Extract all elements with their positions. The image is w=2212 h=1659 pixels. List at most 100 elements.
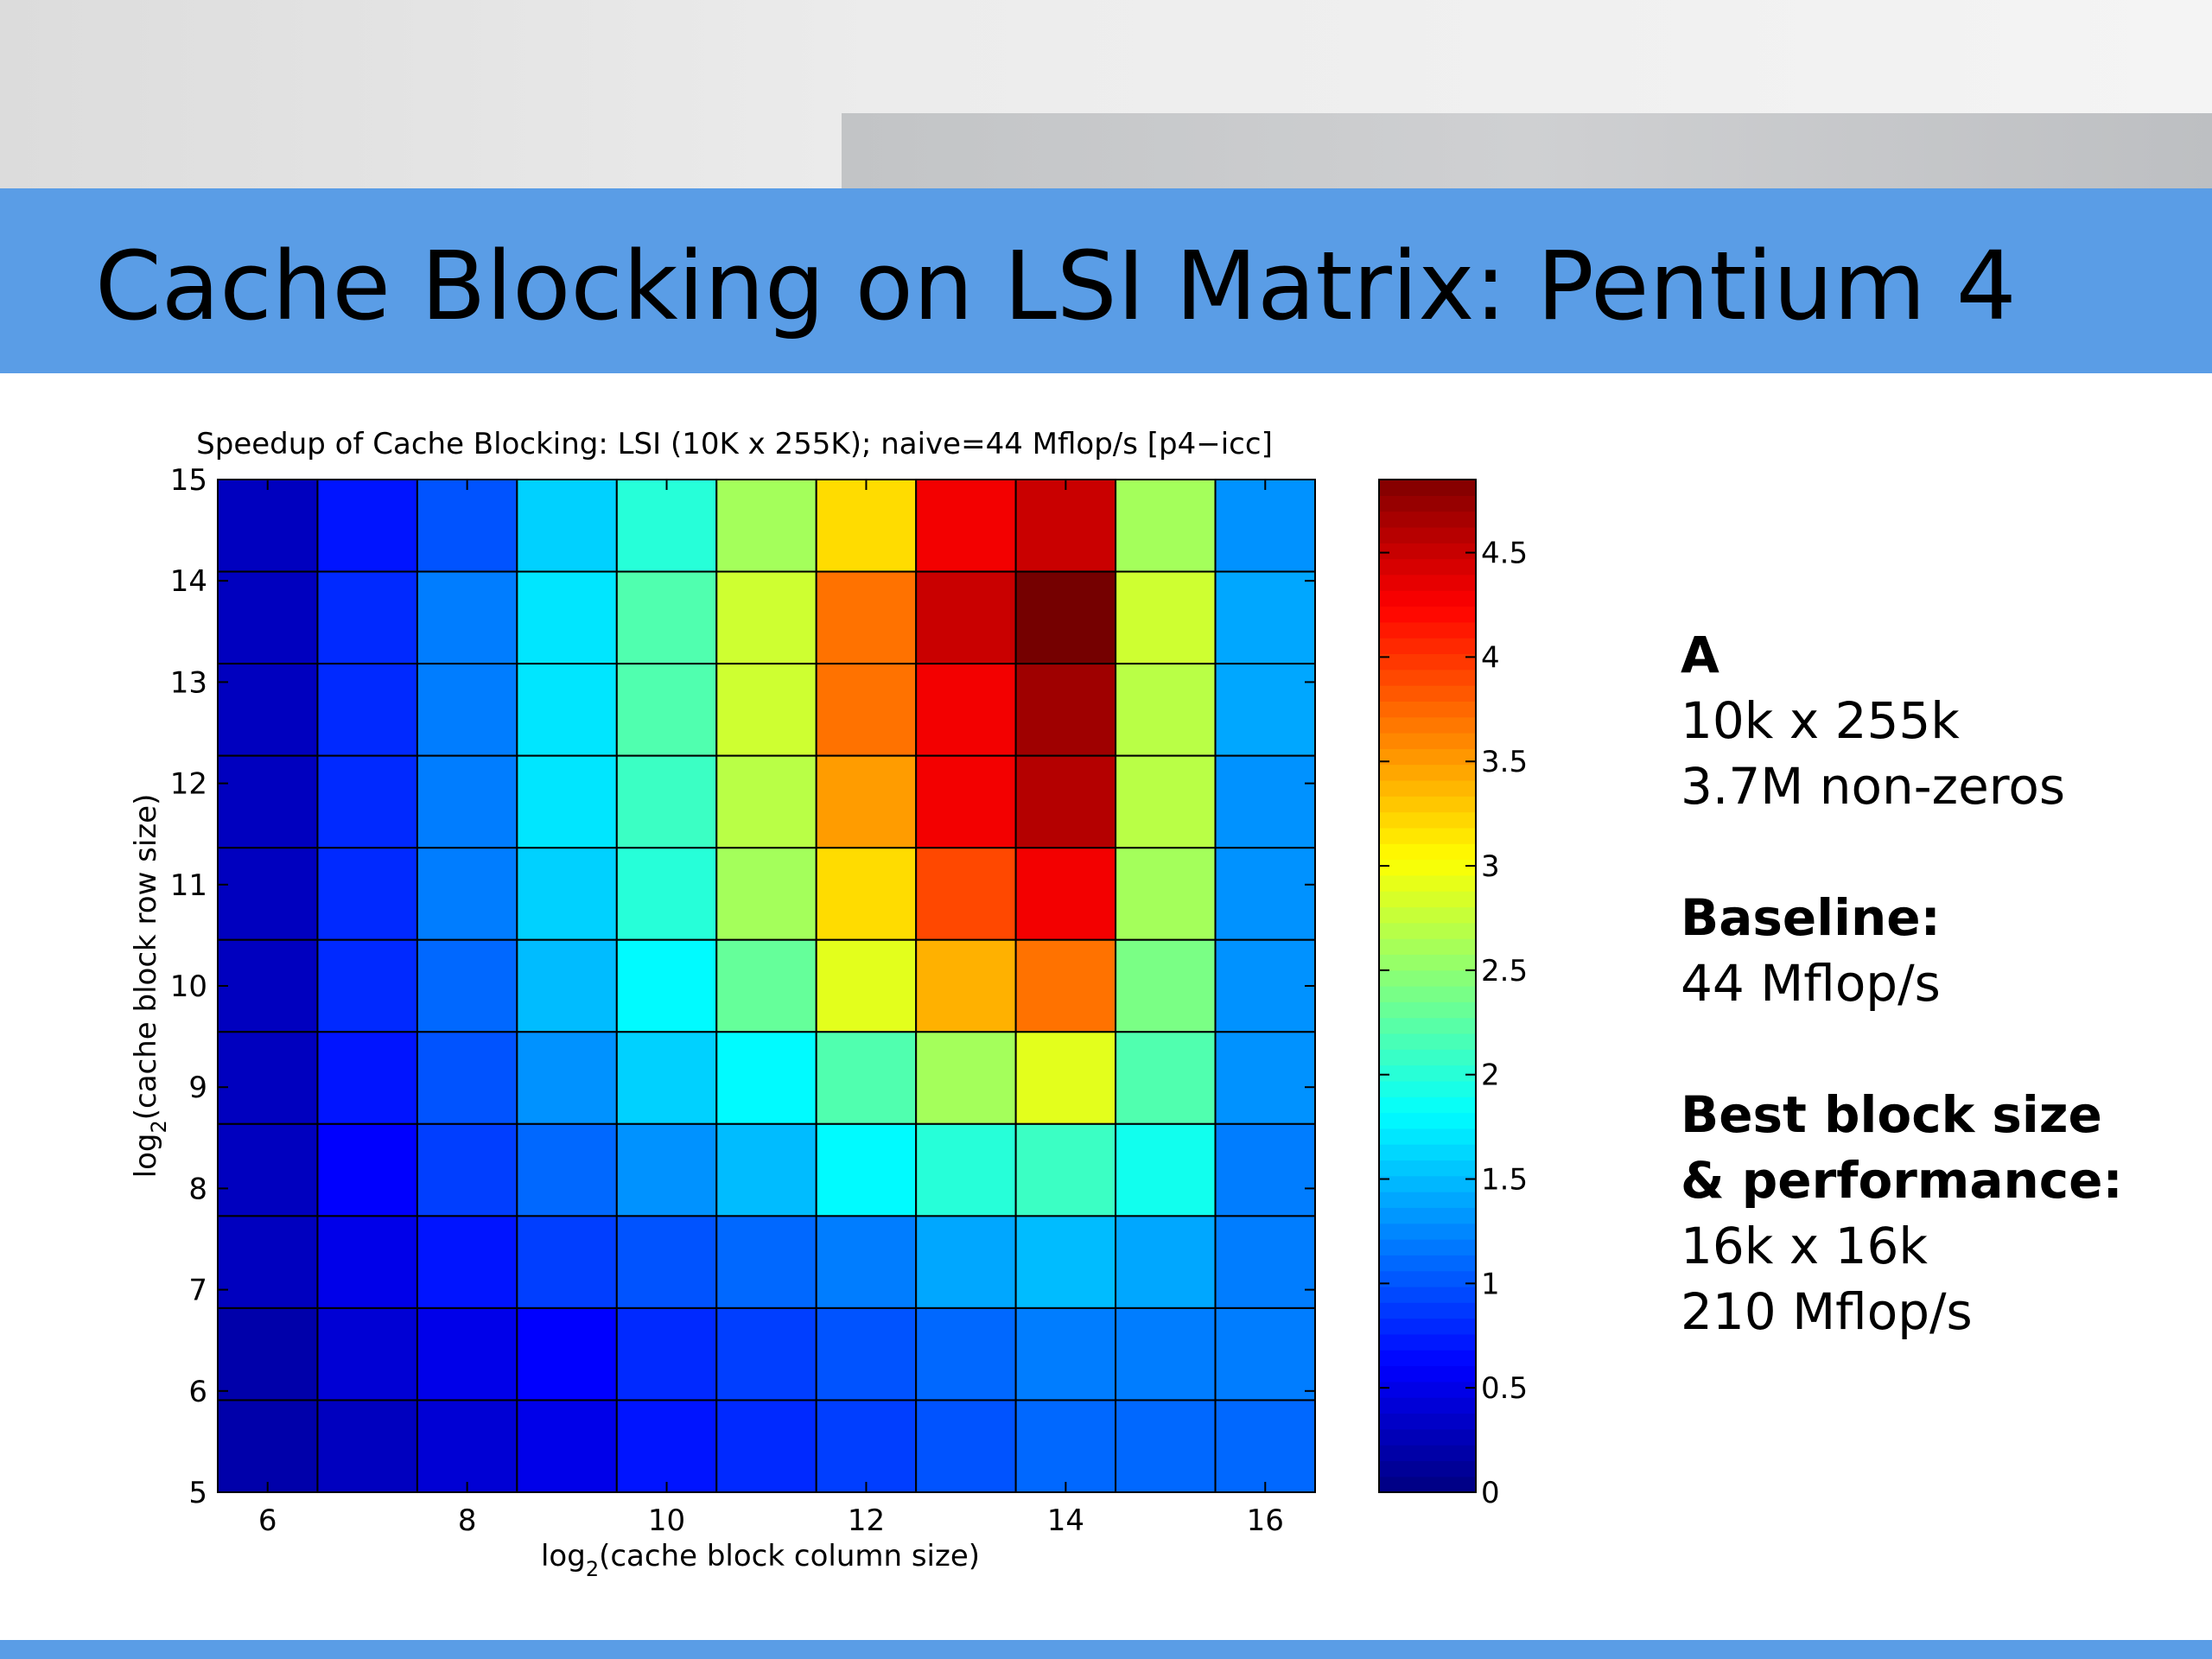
colorbar-tick-label: 4 xyxy=(1481,640,1500,675)
colorbar-segment xyxy=(1379,1286,1476,1303)
colorbar-segment xyxy=(1379,669,1476,686)
y-tick-label: 6 xyxy=(188,1375,207,1409)
colorbar-segment xyxy=(1379,1365,1476,1382)
x-tick-label: 6 xyxy=(258,1503,277,1538)
colorbar-segment xyxy=(1379,1381,1476,1398)
footer-bar xyxy=(0,1640,2212,1659)
colorbar-tick-label: 1 xyxy=(1481,1267,1500,1301)
colorbar-tick-label: 3 xyxy=(1481,849,1500,884)
heatmap-cell xyxy=(1115,1031,1217,1125)
heatmap-cell xyxy=(1014,1122,1117,1217)
colorbar-segment xyxy=(1379,1049,1476,1066)
x-axis-label-subscript: 2 xyxy=(586,1557,599,1581)
heatmap-cell xyxy=(316,938,418,1033)
heatmap-cell xyxy=(915,938,1017,1033)
heatmap-cell xyxy=(915,663,1017,757)
colorbar-segment xyxy=(1379,1128,1476,1145)
colorbar-segment xyxy=(1379,748,1476,766)
heatmap-cell xyxy=(416,479,518,573)
y-tick-label: 9 xyxy=(188,1071,207,1105)
colorbar-segment xyxy=(1379,938,1476,955)
heatmap-cell xyxy=(915,1215,1017,1309)
colorbar-segment xyxy=(1379,1160,1476,1177)
colorbar-segment xyxy=(1379,1175,1476,1192)
heatmap-cell xyxy=(915,754,1017,849)
y-tick-label: 8 xyxy=(188,1172,207,1206)
colorbar-segment xyxy=(1379,1033,1476,1050)
y-tick-label: 7 xyxy=(188,1274,207,1308)
heatmap-cell xyxy=(715,938,817,1033)
colorbar-segment xyxy=(1379,1001,1476,1019)
colorbar-segment xyxy=(1379,1350,1476,1367)
heatmap-cell xyxy=(1214,1399,1317,1493)
heatmap-cell xyxy=(1115,1215,1217,1309)
heatmap-cell xyxy=(217,754,319,849)
colorbar-tick-label: 4.5 xyxy=(1481,537,1528,571)
colorbar-segment xyxy=(1379,811,1476,829)
matrix-info: A 10k x 255k 3.7M non-zeros xyxy=(1681,622,2199,819)
best-heading: Best block size xyxy=(1681,1085,2102,1144)
heatmap-cell xyxy=(615,1122,718,1217)
heatmap-cell xyxy=(1115,754,1217,849)
colorbar-segment xyxy=(1379,685,1476,702)
colorbar-segment xyxy=(1379,733,1476,749)
heatmap-cell xyxy=(217,479,319,573)
heatmap-cell xyxy=(516,847,618,941)
heatmap-cell xyxy=(516,754,618,849)
matrix-heading: A xyxy=(1681,626,1719,684)
colorbar-segment xyxy=(1379,1096,1476,1114)
colorbar-segment xyxy=(1379,969,1476,987)
colorbar-segment xyxy=(1379,1017,1476,1034)
heatmap-cell xyxy=(815,663,918,757)
heatmap-cell xyxy=(715,847,817,941)
best-heading-continued: & performance: xyxy=(1681,1151,2123,1210)
matrix-nonzeros: 3.7M non-zeros xyxy=(1681,757,2066,816)
heatmap-cell xyxy=(615,1215,718,1309)
colorbar-segment xyxy=(1379,526,1476,543)
heatmap-cell xyxy=(516,479,618,573)
heatmap-cell xyxy=(316,754,418,849)
colorbar-segment xyxy=(1379,701,1476,718)
heatmap-cell xyxy=(715,663,817,757)
heatmap-cell xyxy=(217,1399,319,1493)
colorbar-segment xyxy=(1379,1065,1476,1082)
heatmap-cell xyxy=(416,1399,518,1493)
heatmap-cell xyxy=(217,938,319,1033)
best-info: Best block size & performance: 16k x 16k… xyxy=(1681,1082,2199,1344)
x-axis-label-prefix: log xyxy=(541,1539,586,1573)
colorbar-segment xyxy=(1379,1397,1476,1414)
heatmap-cell xyxy=(915,1031,1017,1125)
heatmap-cell xyxy=(217,847,319,941)
heatmap-cell xyxy=(615,1306,718,1402)
heatmap-cell xyxy=(815,1306,918,1402)
colorbar-segment xyxy=(1379,1333,1476,1351)
y-tick-label: 11 xyxy=(170,868,207,903)
x-tick-label: 8 xyxy=(458,1503,477,1538)
colorbar-segment xyxy=(1379,891,1476,908)
heatmap-cell xyxy=(316,479,418,573)
colorbar-segment xyxy=(1379,653,1476,671)
heatmap-cell xyxy=(815,1031,918,1125)
heatmap-cell xyxy=(316,1031,418,1125)
colorbar-segment xyxy=(1379,574,1476,591)
y-tick-label: 12 xyxy=(170,767,207,802)
colorbar-segment xyxy=(1379,590,1476,607)
heatmap-cell xyxy=(217,1215,319,1309)
heatmap-cell xyxy=(915,479,1017,573)
colorbar-segment xyxy=(1379,621,1476,639)
colorbar-segment xyxy=(1379,1428,1476,1446)
colorbar-segment xyxy=(1379,558,1476,575)
heatmap-cell xyxy=(615,479,718,573)
heatmap-cell xyxy=(715,1122,817,1217)
heatmap-cell xyxy=(1115,938,1217,1033)
colorbar-segment xyxy=(1379,716,1476,734)
heatmap-cell xyxy=(416,938,518,1033)
heatmap-cell xyxy=(516,1399,618,1493)
heatmap-cell xyxy=(815,1399,918,1493)
colorbar-segment xyxy=(1379,874,1476,892)
heatmap-cell xyxy=(316,570,418,665)
heatmap-cell xyxy=(416,1031,518,1125)
heatmap-cell xyxy=(915,570,1017,665)
colorbar-segment xyxy=(1379,779,1476,797)
